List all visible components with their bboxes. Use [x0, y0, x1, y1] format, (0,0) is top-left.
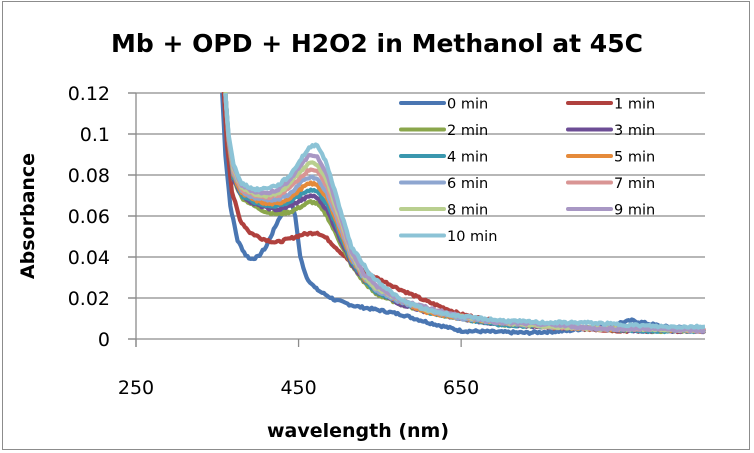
legend-item: 9 min: [566, 203, 655, 219]
legend-label: 7 min: [614, 176, 655, 192]
legend-label: 5 min: [614, 150, 655, 166]
legend-item: 4 min: [399, 150, 488, 166]
y-tick-label: 0.02: [68, 288, 110, 310]
legend-label: 9 min: [614, 203, 655, 219]
legend-item: 0 min: [399, 97, 488, 113]
x-tick-label: 650: [443, 377, 479, 399]
legend-label: 6 min: [447, 176, 488, 192]
legend: 0 min 1 min 2 min 3 min 4 min 5 min 6 min 7 min…: [399, 97, 655, 245]
legend-item: 6 min: [399, 176, 488, 192]
series-line-0-min: [220, 92, 706, 336]
legend-label: 10 min: [447, 229, 497, 245]
legend-item: 7 min: [566, 176, 655, 192]
y-axis-label: Absorbance: [17, 153, 39, 279]
legend-label: 8 min: [447, 203, 488, 219]
y-tick-label: 0.04: [68, 247, 110, 269]
legend-item: 2 min: [399, 123, 488, 139]
x-axis-ticks: 250 450 650: [118, 339, 479, 399]
legend-label: 0 min: [447, 97, 488, 113]
x-tick-label: 250: [118, 377, 154, 399]
legend-item: 10 min: [399, 229, 497, 245]
x-tick-label: 450: [280, 377, 316, 399]
y-tick-label: 0.12: [68, 83, 110, 105]
chart-title: Mb + OPD + H2O2 in Methanol at 45C: [111, 29, 643, 58]
legend-label: 2 min: [447, 123, 488, 139]
legend-item: 8 min: [399, 203, 488, 219]
y-axis-ticks: 0 0.02 0.04 0.06 0.08 0.1 0.12: [68, 83, 136, 351]
x-axis-label: wavelength (nm): [267, 420, 449, 442]
legend-label: 3 min: [614, 123, 655, 139]
y-tick-label: 0.08: [68, 165, 110, 187]
legend-label: 1 min: [614, 97, 655, 113]
y-tick-label: 0: [98, 329, 110, 351]
y-tick-label: 0.06: [68, 206, 110, 228]
legend-label: 4 min: [447, 150, 488, 166]
legend-item: 3 min: [566, 123, 655, 139]
series-line-10-min: [223, 93, 706, 330]
y-tick-label: 0.1: [80, 124, 110, 146]
legend-item: 1 min: [566, 97, 655, 113]
legend-item: 5 min: [566, 150, 655, 166]
series-lines: [220, 92, 706, 336]
